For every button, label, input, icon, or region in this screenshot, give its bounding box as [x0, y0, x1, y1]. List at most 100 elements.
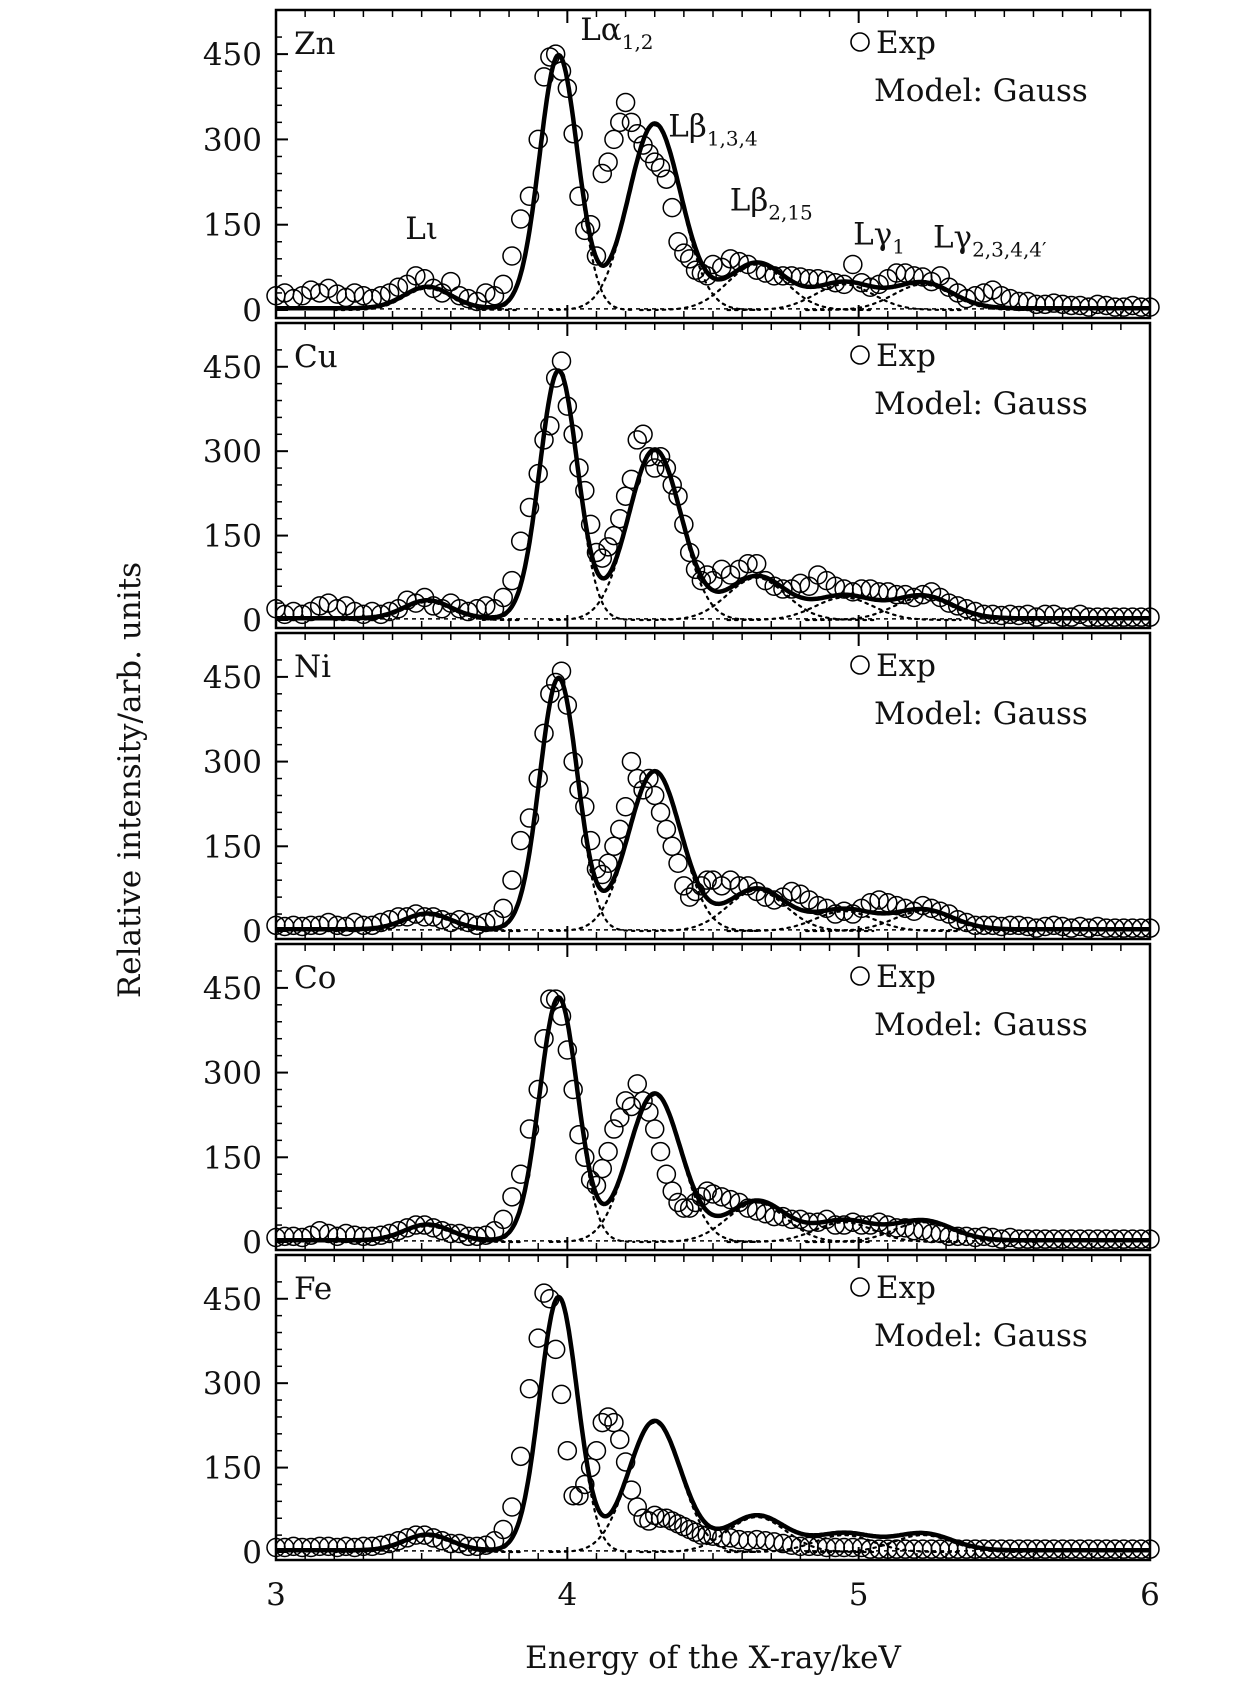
model-sum-curve: [275, 1294, 1151, 1553]
legend-exp-marker: [850, 345, 870, 365]
exp-point: [668, 232, 688, 252]
exp-point: [476, 1225, 496, 1245]
exp-point: [575, 1474, 595, 1495]
element-label: Co: [294, 960, 336, 996]
exp-point: [610, 1429, 630, 1450]
y-tick-label: 0: [242, 603, 262, 639]
y-tick-label: 150: [203, 1140, 262, 1176]
exp-point: [773, 579, 793, 599]
exp-point: [627, 1074, 648, 1094]
exp-point: [493, 1209, 513, 1230]
exp-point: [662, 836, 682, 857]
y-tick-label: 450: [203, 350, 262, 386]
legend-model-label: Model: Gauss: [874, 1007, 1088, 1043]
exp-point: [615, 1091, 636, 1111]
exp-point: [502, 870, 522, 890]
exp-point: [639, 768, 659, 789]
exp-point: [604, 1119, 624, 1139]
exp-point: [557, 1440, 578, 1461]
exp-point: [575, 480, 595, 501]
exp-point: [790, 573, 811, 594]
exp-point: [939, 593, 959, 613]
element-label: Zn: [294, 26, 336, 62]
exp-point: [644, 152, 665, 172]
legend-exp-label: Exp: [876, 648, 936, 684]
y-axis-title: Relative intensity/arb. units: [112, 562, 148, 998]
exp-point: [668, 853, 688, 873]
exp-point: [493, 587, 513, 608]
y-tick-label: 0: [242, 1225, 262, 1261]
y-tick-label: 150: [203, 1451, 262, 1487]
exp-point: [656, 1164, 677, 1184]
exp-point: [371, 912, 391, 933]
exp-point: [644, 1119, 665, 1139]
exp-point: [598, 853, 618, 873]
panel-cu: 0 150 300 450 Cu Exp Model: Gauss: [203, 321, 1160, 639]
exp-point: [557, 1040, 578, 1060]
exp-point: [869, 890, 889, 910]
y-tick-label: 450: [203, 971, 262, 1007]
legend-exp-label: Exp: [876, 1270, 936, 1306]
exp-point: [545, 989, 566, 1009]
exp-point: [519, 1379, 540, 1399]
exp-point: [569, 1124, 589, 1145]
exp-point: [519, 808, 540, 828]
exp-point: [586, 246, 607, 266]
model-sum-curve: [275, 368, 1151, 621]
exp-point: [441, 271, 461, 292]
x-tick-label: 5: [849, 1577, 869, 1613]
exp-point: [703, 1184, 723, 1204]
exp-point: [947, 596, 968, 616]
exp-point: [519, 497, 540, 518]
x-tick-label: 6: [1140, 1577, 1160, 1613]
y-tick-label: 300: [203, 122, 262, 158]
exp-point: [886, 895, 907, 916]
exp-point: [519, 186, 540, 207]
exp-point: [679, 887, 700, 907]
y-tick-label: 300: [203, 1366, 262, 1402]
exp-point: [904, 266, 924, 286]
element-label: Ni: [294, 649, 331, 685]
exp-point: [493, 898, 513, 919]
exp-point: [476, 1535, 496, 1555]
exp-point: [639, 1511, 659, 1531]
x-tick-label: 3: [266, 1577, 286, 1613]
exp-point: [615, 92, 636, 113]
exp-point: [650, 158, 671, 178]
exp-point: [627, 430, 648, 450]
exp-point: [292, 604, 312, 625]
panel-frame: [274, 1253, 1152, 1562]
peak-label-6: Lγ2,3,4,4′: [933, 219, 1047, 261]
exp-point: [720, 249, 741, 269]
exp-point: [580, 514, 601, 535]
exp-point: [627, 1497, 648, 1517]
panel-ni: 0 150 300 450 Ni Exp Model: Gauss: [203, 631, 1160, 950]
panel-zn: 0 150 300 450 Zn Exp Model: Gauss Lι Lα1,2 Lβ1,3,…: [203, 8, 1160, 329]
exp-point: [534, 1283, 554, 1303]
exp-point: [662, 197, 682, 218]
exp-point: [610, 112, 630, 133]
exp-point: [493, 274, 513, 295]
y-tick-label: 450: [203, 37, 262, 73]
exp-point: [656, 458, 677, 478]
exp-point: [476, 912, 496, 933]
exp-point: [621, 1096, 642, 1117]
exp-point: [808, 895, 828, 916]
exp-point: [697, 266, 717, 286]
exp-point: [650, 802, 671, 823]
legend-model-label: Model: Gauss: [874, 386, 1088, 422]
legend-exp-marker: [850, 1277, 870, 1297]
exp-point: [738, 553, 758, 574]
exp-point: [493, 1519, 513, 1540]
model-sum-curve: [275, 995, 1151, 1243]
exp-point: [639, 447, 659, 467]
exp-series: [266, 661, 1160, 938]
y-tick-label: 300: [203, 434, 262, 470]
exp-point: [476, 283, 496, 303]
y-tick-label: 300: [203, 1056, 262, 1092]
component-2-curve: [481, 678, 636, 932]
y-tick-label: 150: [203, 208, 262, 244]
element-label: Fe: [294, 1271, 332, 1307]
legend-model-label: Model: Gauss: [874, 73, 1088, 109]
